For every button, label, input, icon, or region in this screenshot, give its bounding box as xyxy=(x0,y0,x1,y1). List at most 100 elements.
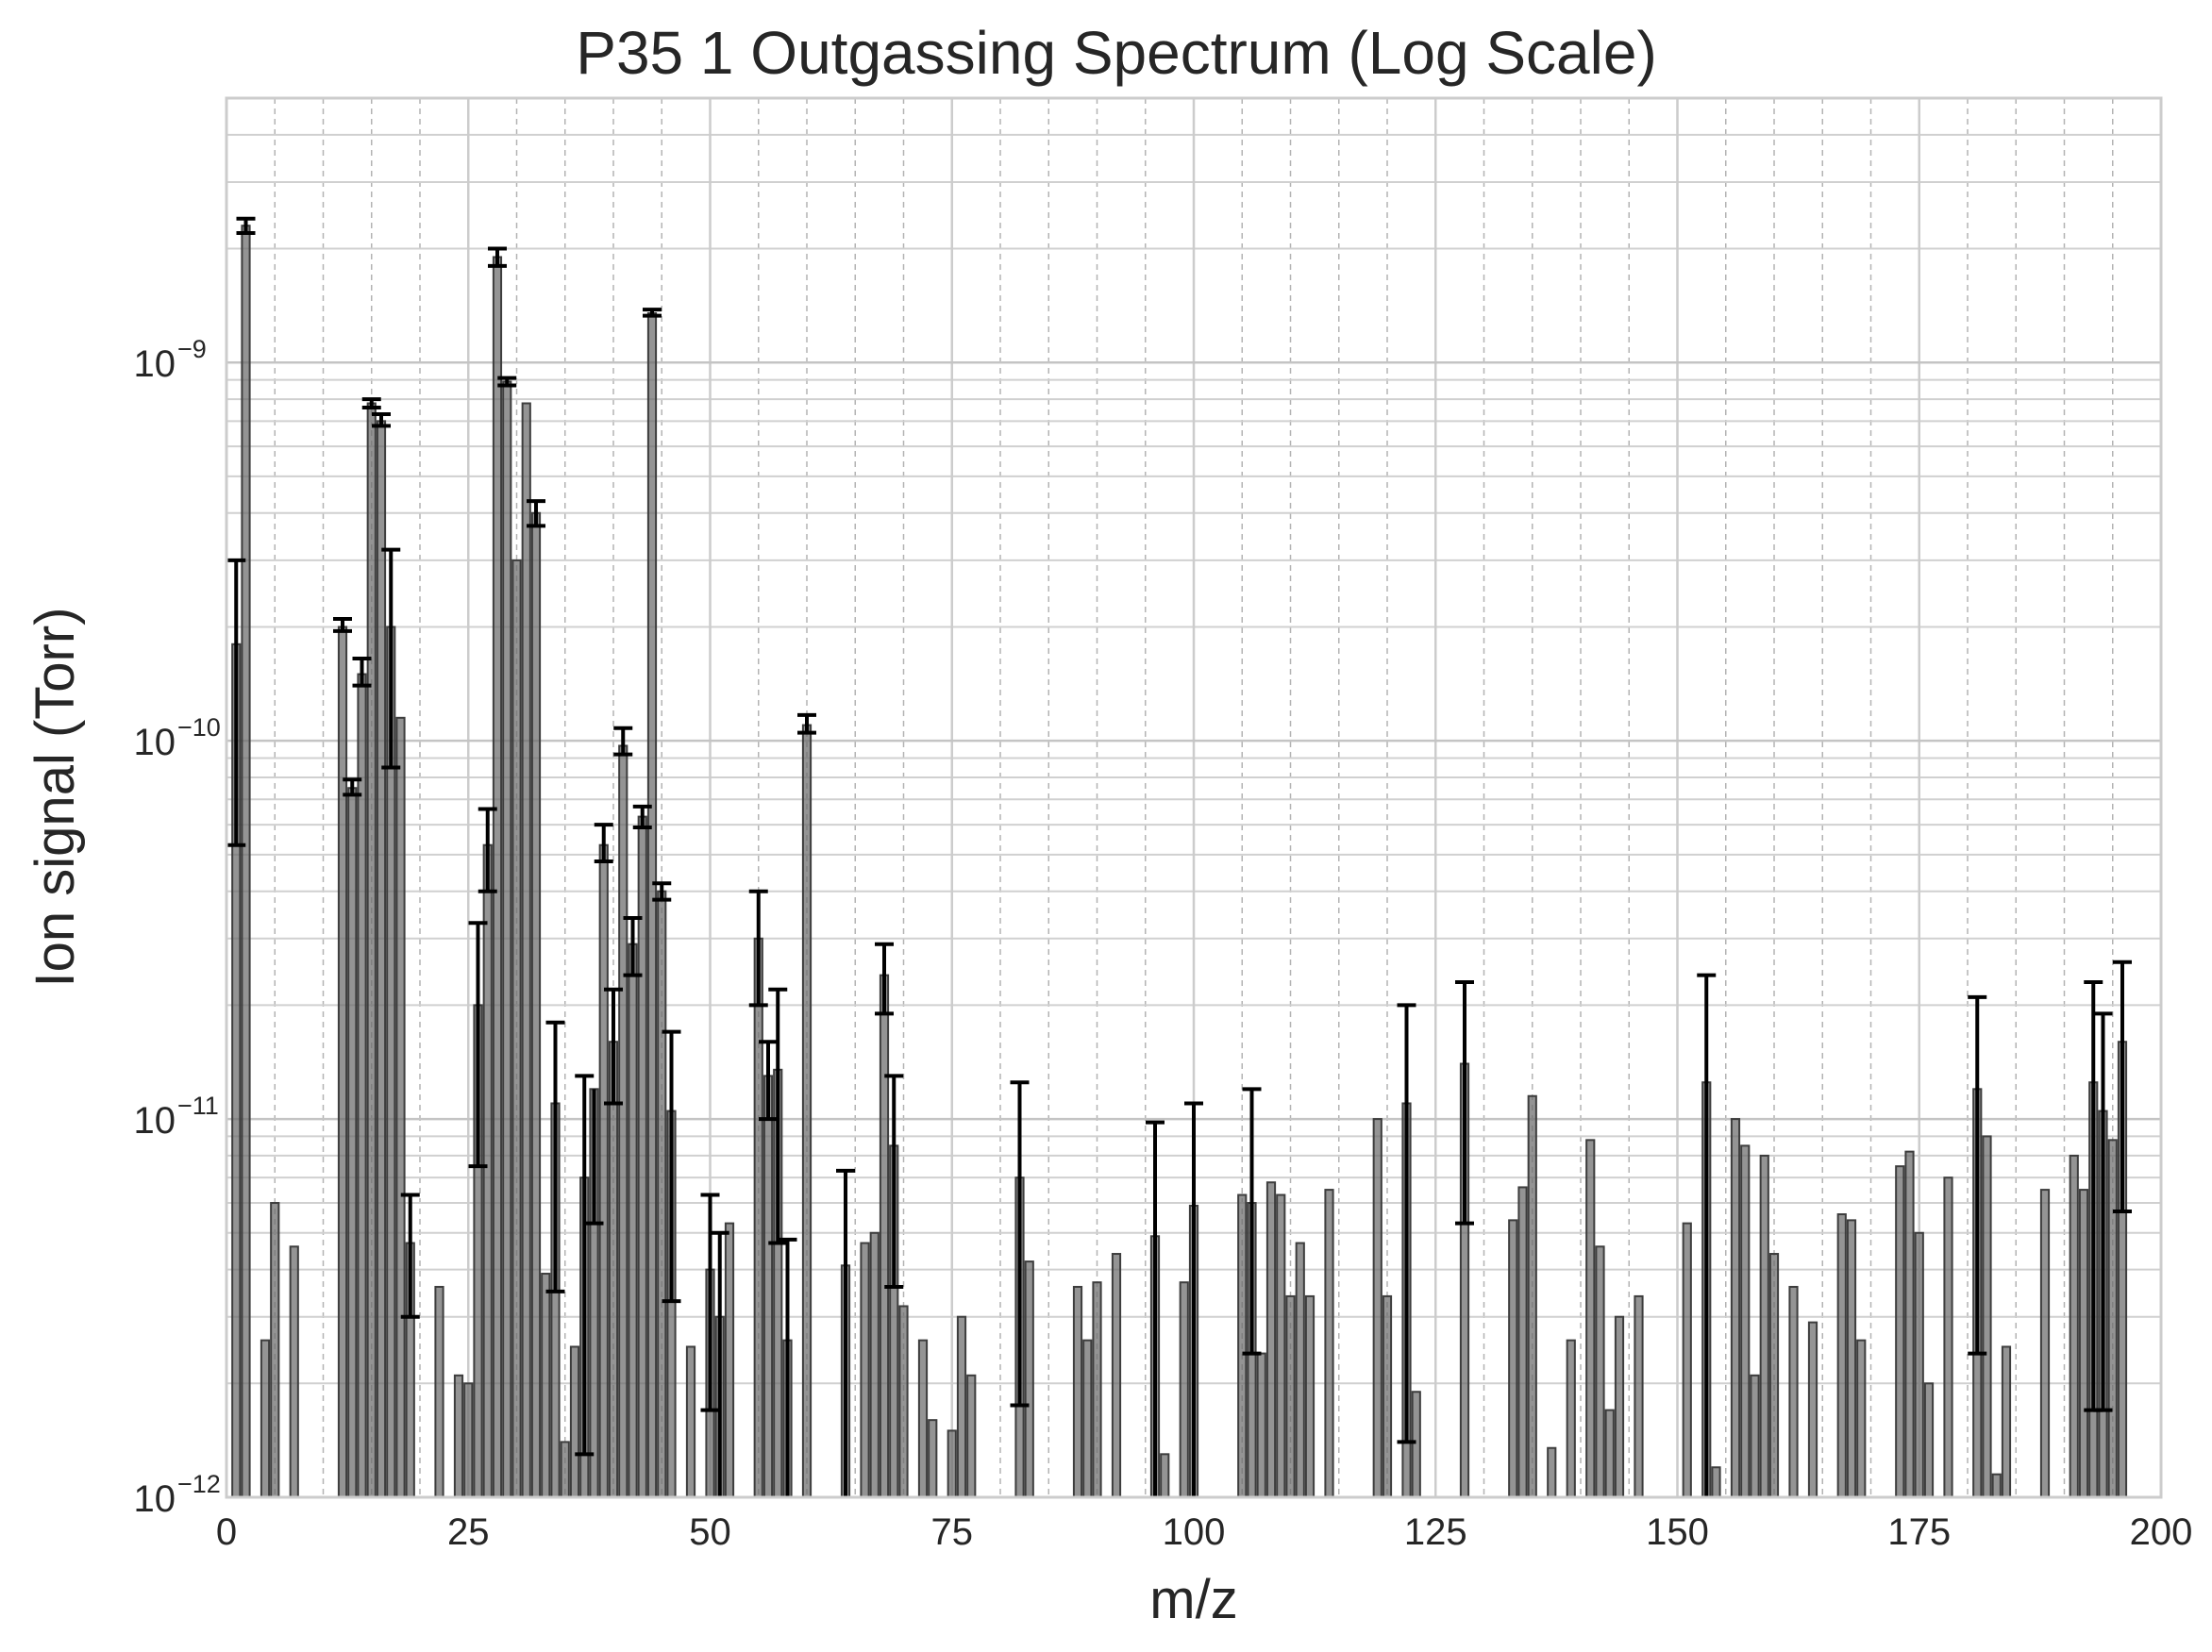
x-tick-label: 175 xyxy=(1887,1511,1951,1553)
bar xyxy=(1750,1374,1760,1498)
chart-title: P35 1 Outgassing Spectrum (Log Scale) xyxy=(576,19,1657,87)
bar xyxy=(1904,1150,1915,1499)
bar xyxy=(569,1345,580,1498)
bar xyxy=(1768,1253,1780,1498)
bar xyxy=(947,1429,957,1499)
bar xyxy=(956,1315,967,1499)
bar xyxy=(260,1339,271,1499)
bar xyxy=(1740,1144,1751,1498)
bar xyxy=(869,1231,880,1498)
bar xyxy=(860,1242,870,1498)
bar xyxy=(1604,1409,1615,1499)
bar xyxy=(1634,1294,1644,1499)
bar xyxy=(1082,1339,1093,1499)
bar xyxy=(1092,1281,1102,1498)
x-tick-label: 0 xyxy=(216,1511,237,1553)
bar xyxy=(1304,1294,1315,1499)
bar xyxy=(966,1374,977,1498)
y-tick-label: 10 xyxy=(134,1478,176,1520)
bar xyxy=(357,673,367,1498)
bar xyxy=(598,843,609,1498)
bar xyxy=(1179,1281,1189,1498)
bar xyxy=(541,1273,551,1498)
bar xyxy=(1836,1213,1847,1499)
bar xyxy=(1923,1382,1935,1498)
bar xyxy=(1585,1139,1596,1498)
bar xyxy=(1411,1391,1421,1499)
bar xyxy=(1895,1165,1905,1498)
bar xyxy=(347,787,358,1498)
y-tick-label: 10 xyxy=(134,722,176,763)
bar xyxy=(521,402,531,1499)
bar xyxy=(628,943,638,1498)
bar xyxy=(270,1202,280,1498)
y-axis-label: Ion signal (Torr) xyxy=(25,608,86,988)
bar xyxy=(1256,1352,1266,1499)
bar xyxy=(898,1305,909,1498)
bar xyxy=(1943,1176,1953,1499)
x-tick-label: 50 xyxy=(689,1511,731,1553)
y-tick-exponent: −12 xyxy=(177,1470,221,1498)
bar xyxy=(879,974,890,1498)
bar xyxy=(2001,1345,2012,1498)
bar xyxy=(511,559,522,1498)
bar xyxy=(1788,1285,1799,1498)
bar xyxy=(1237,1193,1248,1499)
bar xyxy=(1982,1135,1992,1498)
bar xyxy=(1730,1118,1741,1499)
bar xyxy=(337,626,348,1498)
bar xyxy=(1265,1181,1277,1498)
bar xyxy=(724,1222,735,1498)
x-tick-label: 25 xyxy=(447,1511,490,1553)
bar xyxy=(453,1374,464,1498)
bar xyxy=(502,380,512,1498)
bar xyxy=(1382,1294,1393,1499)
bar xyxy=(762,1075,774,1498)
bar xyxy=(482,843,493,1498)
bar xyxy=(1111,1253,1122,1498)
bar xyxy=(801,724,813,1498)
bar xyxy=(1614,1315,1625,1499)
bar xyxy=(1160,1453,1170,1498)
y-tick-label: 10 xyxy=(134,343,176,385)
bar xyxy=(928,1419,938,1498)
bar xyxy=(530,511,542,1499)
bar xyxy=(463,1382,474,1498)
bar xyxy=(434,1285,444,1498)
x-tick-label: 75 xyxy=(931,1511,974,1553)
bar xyxy=(366,402,377,1499)
bar xyxy=(1846,1219,1857,1499)
bar xyxy=(2069,1154,2079,1499)
bar xyxy=(1508,1219,1518,1499)
y-tick-exponent: −11 xyxy=(177,1092,219,1120)
y-tick-exponent: −10 xyxy=(177,713,221,742)
plot-frame xyxy=(225,96,2163,1499)
x-tick-label: 200 xyxy=(2130,1511,2193,1553)
x-tick-label: 150 xyxy=(1646,1511,1709,1553)
bar xyxy=(1566,1339,1576,1499)
bar xyxy=(1914,1231,1924,1498)
y-tick-exponent: −9 xyxy=(177,335,207,363)
bar xyxy=(1024,1260,1034,1498)
bar xyxy=(1856,1339,1867,1499)
error-bars xyxy=(226,216,2132,1497)
bar xyxy=(1517,1186,1528,1499)
bar xyxy=(1711,1466,1721,1499)
bar xyxy=(492,256,503,1499)
x-tick-label: 100 xyxy=(1163,1511,1226,1553)
bar xyxy=(2107,1139,2118,1498)
bar xyxy=(753,937,763,1498)
bar xyxy=(608,1041,619,1499)
x-axis-label: m/z xyxy=(1149,1569,1237,1630)
bar xyxy=(657,890,667,1498)
bar xyxy=(1295,1242,1305,1498)
bar xyxy=(395,716,406,1498)
bar xyxy=(1276,1193,1286,1499)
bar xyxy=(1072,1285,1083,1498)
bar xyxy=(1372,1118,1382,1499)
bar xyxy=(1759,1154,1769,1499)
bar xyxy=(289,1245,299,1498)
bar xyxy=(1595,1245,1605,1498)
